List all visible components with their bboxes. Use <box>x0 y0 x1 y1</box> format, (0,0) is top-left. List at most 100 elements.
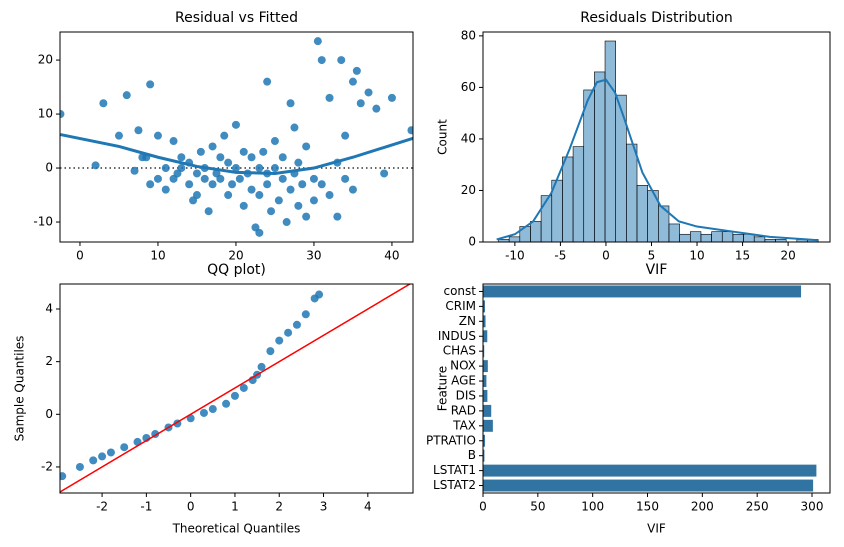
point <box>372 104 381 113</box>
x-tick-label: 20 <box>780 249 795 263</box>
trend-line <box>60 133 413 175</box>
point <box>161 164 170 173</box>
point <box>231 120 240 129</box>
point <box>356 99 365 108</box>
y-tick-label: 0 <box>45 407 53 421</box>
point <box>348 185 357 194</box>
x-tick-label: 40 <box>384 249 399 263</box>
subplot-title: Residual vs Fitted <box>175 10 298 26</box>
y-tick-label: RAD <box>451 403 476 417</box>
point <box>302 142 311 151</box>
x-tick-label: 50 <box>530 500 545 514</box>
histogram-bar <box>604 40 616 242</box>
x-tick-label: 3 <box>320 500 328 514</box>
point <box>267 207 276 216</box>
point <box>161 185 170 194</box>
y-tick-label: 0 <box>468 235 476 249</box>
axes-frame <box>59 31 414 243</box>
y-axis-label: Sample Quantiles <box>13 336 27 442</box>
bar <box>483 479 814 492</box>
y-tick-label: 20 <box>461 183 476 197</box>
x-tick-label: 250 <box>746 500 769 514</box>
plot-area <box>60 284 412 493</box>
bar <box>483 345 485 358</box>
y-tick-label: 2 <box>45 354 53 368</box>
histogram-bar <box>583 89 595 242</box>
axes-frame <box>482 31 831 243</box>
subplot: Residuals Distribution Count -10 -5 0 5 10 15 20… <box>436 10 831 263</box>
histogram-bar <box>689 231 702 242</box>
point <box>247 153 256 162</box>
point <box>153 131 162 140</box>
bar <box>483 404 492 417</box>
point <box>348 77 357 86</box>
y-tick-label: LSTAT2 <box>433 478 476 492</box>
histogram-bar <box>562 156 574 242</box>
point <box>294 201 303 210</box>
x-tick-label: 15 <box>735 249 750 263</box>
point <box>196 147 205 156</box>
point <box>255 228 264 237</box>
x-tick-label: -5 <box>554 249 566 263</box>
point <box>224 158 233 167</box>
y-axis-label: Count <box>436 119 450 155</box>
point <box>270 164 279 173</box>
histogram-bar <box>572 146 585 242</box>
point <box>192 191 201 200</box>
point <box>286 99 295 108</box>
y-tick-label: const <box>443 284 476 298</box>
y-tick-label: 40 <box>461 131 476 145</box>
point <box>278 153 287 162</box>
y-tick-label: -2 <box>41 459 53 473</box>
point <box>204 207 213 216</box>
point <box>292 320 301 329</box>
histogram-bar <box>732 233 744 242</box>
point <box>263 77 272 86</box>
point <box>315 290 324 299</box>
histogram-bar <box>540 195 553 242</box>
x-tick-label: 4 <box>364 500 372 514</box>
point <box>317 56 326 65</box>
y-tick-label: B <box>468 448 476 462</box>
point <box>120 443 129 452</box>
point <box>89 456 98 465</box>
histogram-bar <box>530 221 542 242</box>
histogram-bar <box>594 71 606 242</box>
point <box>275 336 284 345</box>
point <box>208 405 217 414</box>
y-tick-label: 0 <box>45 161 53 175</box>
y-tick-label: 4 <box>45 302 53 316</box>
axes-frame <box>59 283 414 494</box>
point <box>91 161 100 170</box>
point <box>278 174 287 183</box>
point <box>230 391 239 400</box>
x-tick-label: 10 <box>689 249 704 263</box>
y-tick-label: 20 <box>38 53 53 67</box>
x-tick-label: 0 <box>602 249 610 263</box>
x-tick-label: 10 <box>150 249 165 263</box>
x-tick-label: -10 <box>505 249 525 263</box>
histogram-bar <box>753 236 766 242</box>
y-tick-label: 10 <box>38 107 53 121</box>
point <box>177 153 186 162</box>
y-tick-label: AGE <box>451 374 476 388</box>
bar <box>483 464 817 477</box>
point <box>341 174 350 183</box>
y-tick-label: 60 <box>461 80 476 94</box>
point <box>255 164 264 173</box>
y-tick-label: 80 <box>461 28 476 42</box>
point <box>286 185 295 194</box>
point <box>114 131 123 140</box>
plot-area <box>60 37 413 237</box>
x-tick-label: 200 <box>691 500 714 514</box>
bar <box>483 330 488 343</box>
point <box>134 126 143 135</box>
histogram-bar <box>700 233 712 242</box>
histogram-bar <box>721 231 734 242</box>
point <box>282 218 291 227</box>
point <box>309 174 318 183</box>
point <box>290 123 299 132</box>
point <box>192 169 201 178</box>
point <box>407 126 413 135</box>
